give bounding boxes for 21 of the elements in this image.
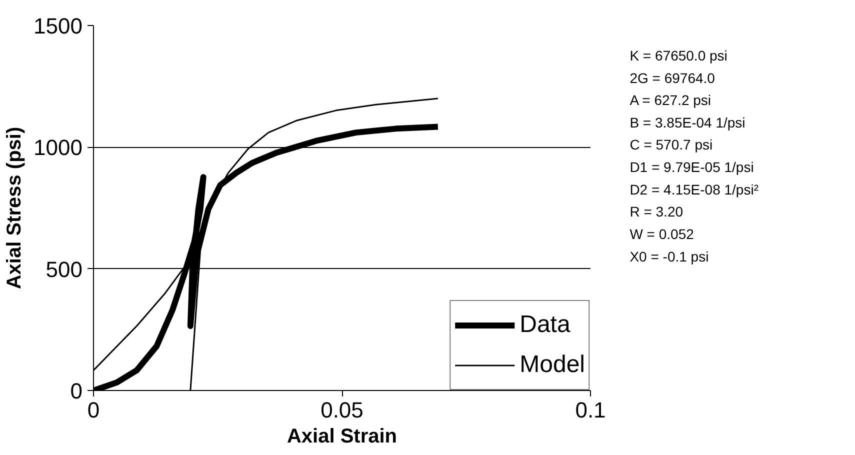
- text: A = 627.2 psi: [630, 92, 712, 108]
- text: K = 67650.0 psi: [630, 48, 728, 64]
- text: B = 3.85E-04 1/psi: [630, 114, 746, 130]
- legend-label: Data: [520, 310, 570, 340]
- text: D2 = 4.15E-08 1/psi²: [630, 181, 759, 198]
- text: D1 = 9.79E-05 1/psi: [630, 159, 754, 176]
- text: X0 = -0.1 psi: [630, 248, 709, 264]
- x-tick-label: 0.05: [320, 398, 364, 422]
- text: R = 3.20: [630, 204, 684, 220]
- y-tick-label: 1500: [34, 14, 83, 38]
- x-tick-label: 0.1: [575, 398, 606, 422]
- y-tick-label: 500: [46, 256, 83, 282]
- x-axis-title: Axial Strain: [286, 426, 398, 448]
- x-tick-label: 0: [87, 398, 100, 422]
- y-tick-label: 0: [70, 378, 83, 404]
- text: W = 0.052: [630, 226, 694, 242]
- text: 2G = 69764.0: [630, 70, 716, 86]
- legend-label: Model: [520, 350, 585, 380]
- text: C = 570.7 psi: [630, 136, 713, 153]
- y-tick-label: 1000: [34, 135, 83, 160]
- y-axis-title: Axial Stress (psi): [4, 126, 26, 290]
